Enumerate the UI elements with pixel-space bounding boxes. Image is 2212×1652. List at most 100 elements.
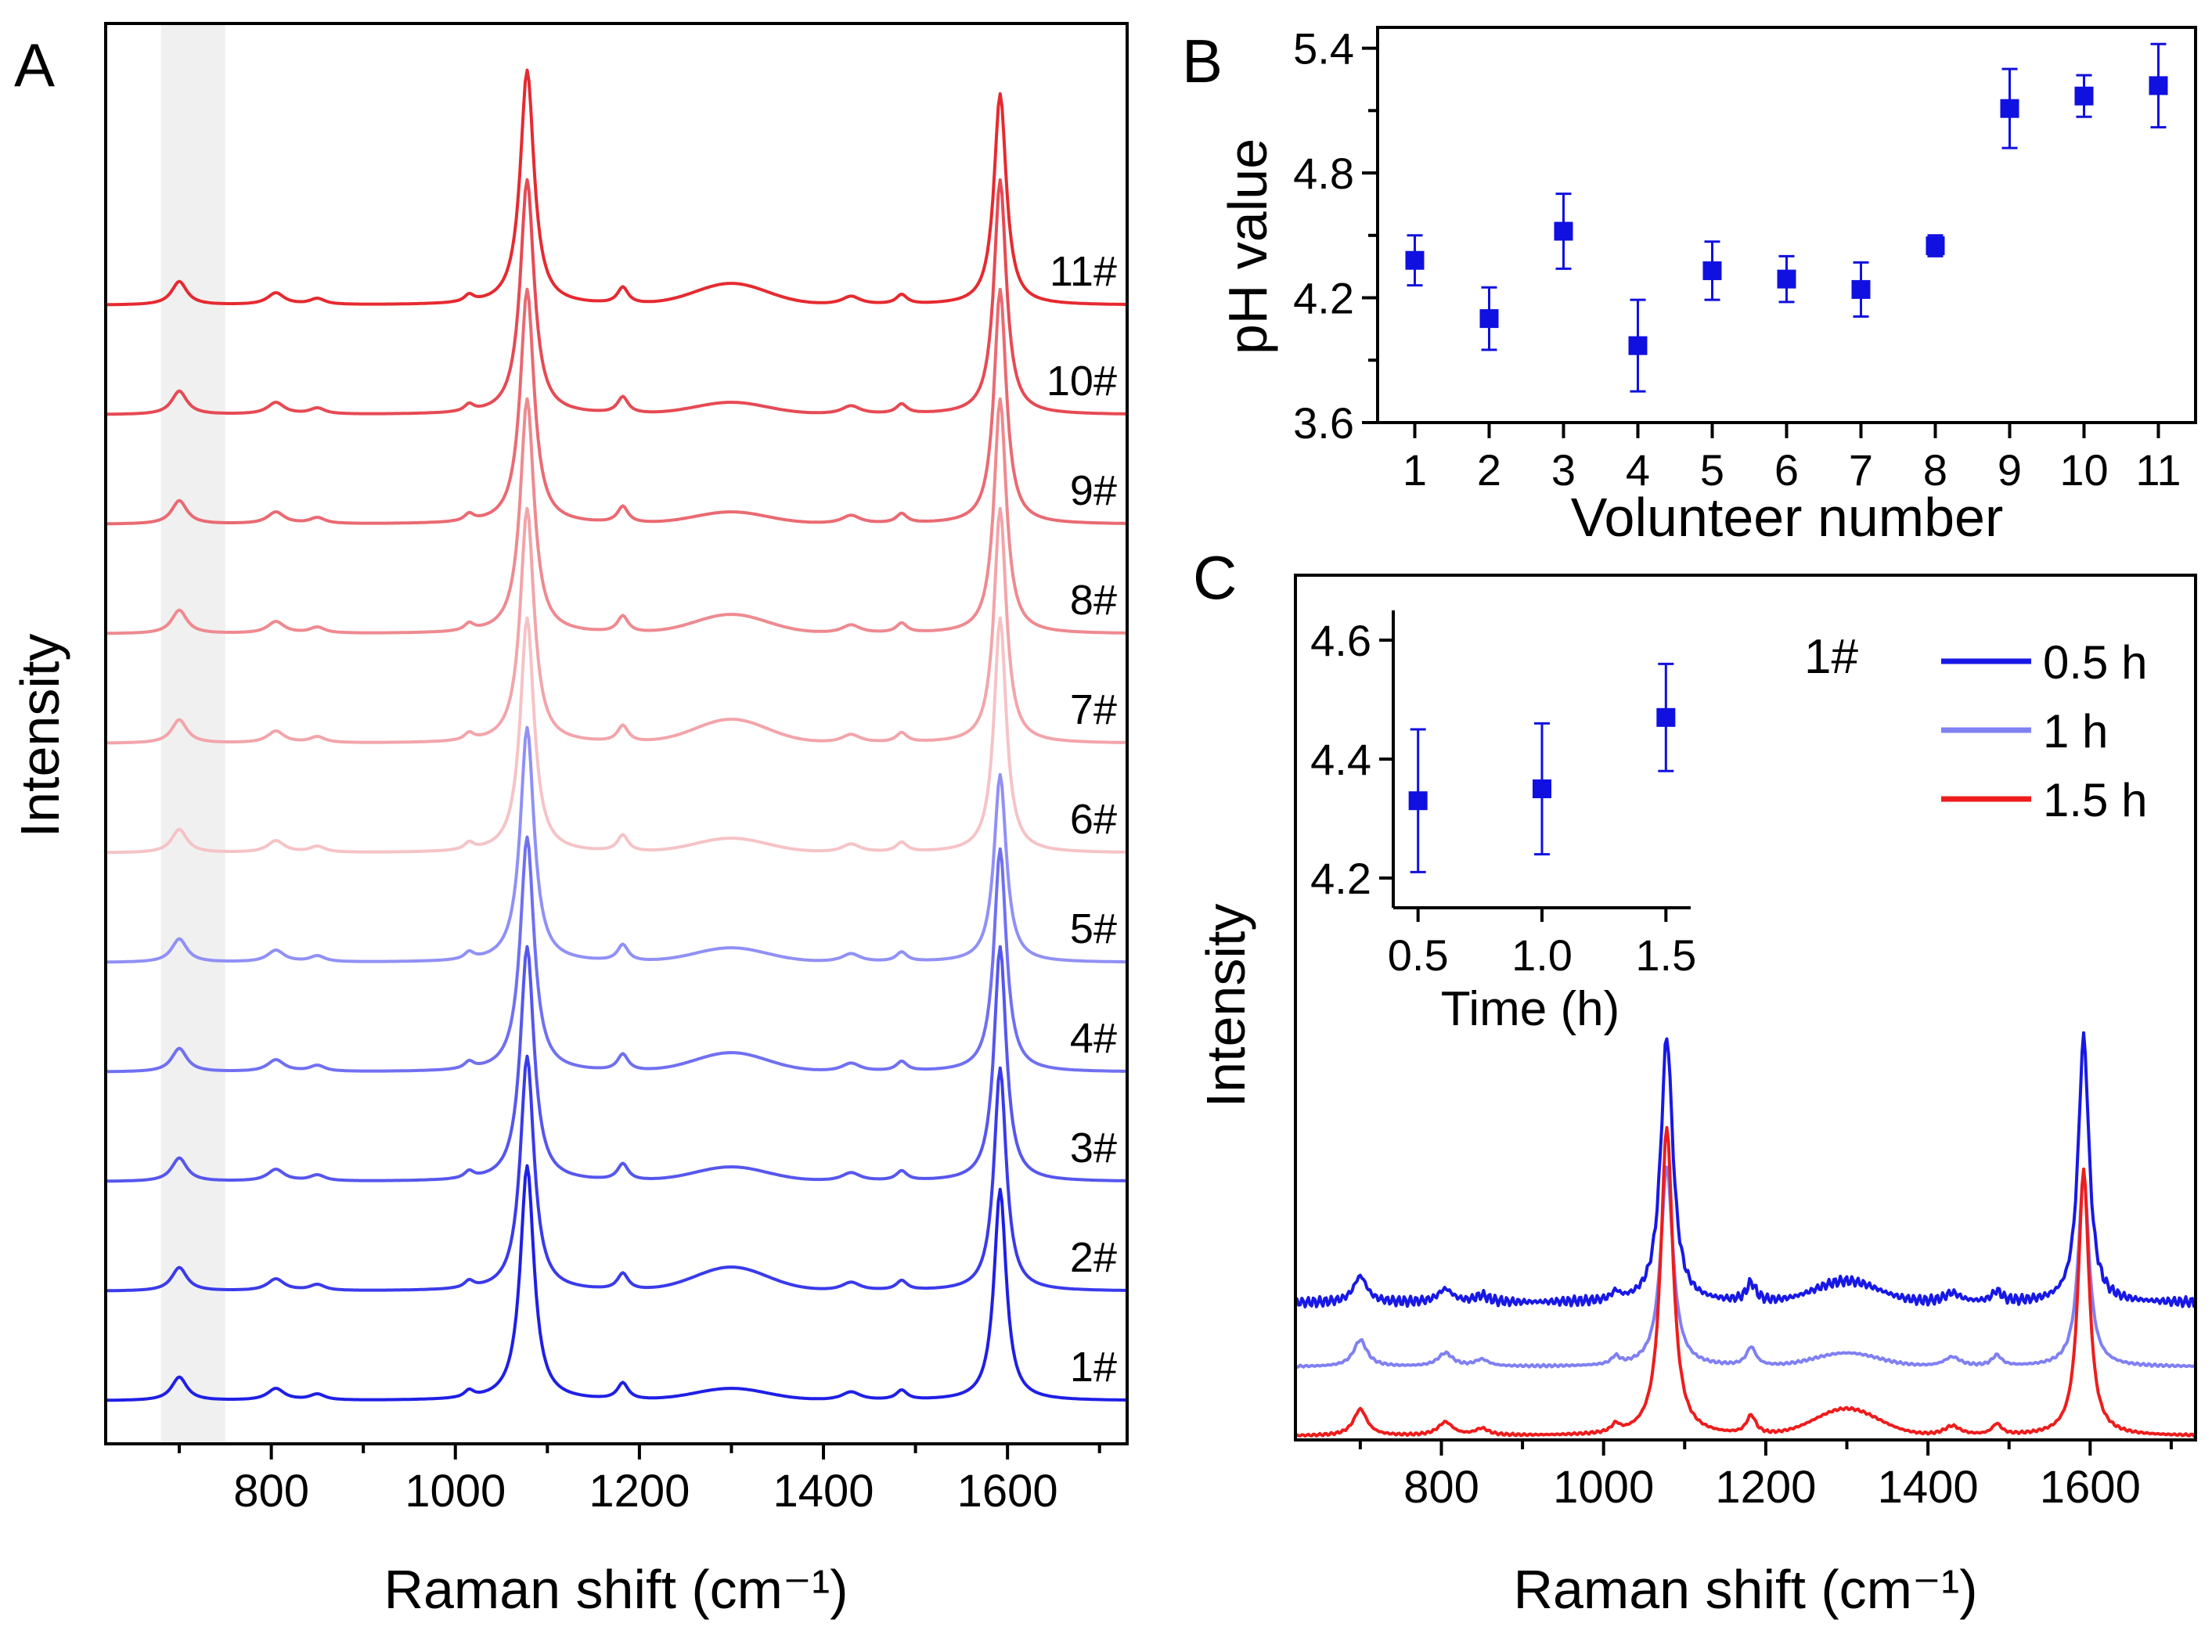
x-tick-label-c-1200: 1200 [1715, 1462, 1816, 1513]
spectra-group-c [1294, 1031, 2197, 1438]
x-tick-label-a-1600: 1600 [957, 1466, 1058, 1517]
data-point-b-10 [2074, 86, 2094, 106]
x-axis-label-b: Volunteer number [1571, 487, 2004, 548]
spectrum-label-7: 7# [1070, 686, 1117, 733]
spectrum-line-2 [106, 1054, 1128, 1293]
data-point-b-4 [1628, 336, 1648, 355]
legend-label-1: 1 h [2043, 705, 2108, 758]
x-tick-label-a-1200: 1200 [589, 1466, 690, 1517]
data-point-b-2 [1479, 309, 1499, 329]
spectrum-label-10: 10# [1047, 358, 1117, 405]
panel-label-c: C [1193, 543, 1237, 612]
spectrum-line-1 [106, 1164, 1127, 1402]
x-tick-label-b-6: 6 [1774, 445, 1799, 495]
x-axis-ticks-b: 1 2 3 4 5 6 7 8 9 10 11 [1403, 423, 2181, 495]
y-tick-label-b-2: 4.8 [1293, 149, 1354, 198]
spectrum-label-8: 8# [1070, 577, 1117, 624]
y-axis-label-b: pH value [1217, 139, 1278, 355]
spectrum-line-c-2 [1295, 1125, 2196, 1438]
x-tick-label-a-1000: 1000 [405, 1466, 506, 1517]
inset-plot: 4.2 4.4 4.6 0.5 1.0 1.5 Time (h) [1310, 610, 1696, 1036]
inset-x-tick-label-1: 1.0 [1511, 930, 1573, 980]
spectrum-label-11: 11# [1050, 248, 1117, 295]
inset-ticks: 4.2 4.4 4.6 0.5 1.0 1.5 [1310, 616, 1696, 980]
x-axis-label-a: Raman shift (cm⁻¹) [384, 1559, 848, 1620]
inset-data-point-0 [1408, 791, 1428, 811]
x-tick-label-b-3: 3 [1551, 445, 1576, 495]
x-axis-ticks-c: 800 1000 1200 1400 1600 [1358, 1440, 2173, 1513]
x-tick-label-b-9: 9 [1998, 445, 2022, 495]
panel-c: 800 1000 1200 1400 1600 Raman shift (cm⁻¹) I… [1195, 574, 2197, 1620]
x-tick-label-b-5: 5 [1700, 445, 1724, 495]
y-axis-label-c: Intensity [1195, 904, 1256, 1108]
data-point-b-6 [1777, 269, 1796, 289]
spectrum-label-6: 6# [1070, 796, 1117, 843]
x-tick-label-a-800: 800 [233, 1466, 309, 1517]
inset-data-point-1 [1533, 779, 1551, 798]
x-tick-label-b-7: 7 [1849, 445, 1873, 495]
x-tick-label-b-10: 10 [2059, 445, 2108, 495]
data-point-b-1 [1405, 250, 1425, 270]
spectrum-line-4 [106, 835, 1128, 1074]
spectrum-line-8 [106, 397, 1127, 635]
spectrum-line-6 [106, 616, 1127, 855]
x-tick-label-c-1000: 1000 [1553, 1462, 1654, 1513]
panel-label-b: B [1182, 27, 1223, 95]
inset-x-tick-label-2: 1.5 [1635, 930, 1696, 980]
inset-x-tick-label-0: 0.5 [1388, 930, 1449, 980]
inset-data-point-2 [1656, 707, 1676, 727]
legend-c: 0.5 h 1 h 1.5 h [1941, 636, 2147, 826]
ph-scatter-points [1405, 42, 2168, 393]
data-point-b-8 [1926, 236, 1945, 256]
spectrum-line-5 [106, 725, 1127, 964]
x-axis-ticks-a: 800 1000 1200 1400 1600 [178, 1444, 1101, 1517]
x-tick-label-c-1400: 1400 [1878, 1462, 1979, 1513]
spectrum-label-9: 9# [1070, 467, 1117, 514]
legend-label-2: 1.5 h [2043, 774, 2147, 826]
shaded-band [160, 23, 225, 1444]
plot-frame-a [104, 22, 1129, 1445]
spectrum-label-4: 4# [1070, 1015, 1117, 1062]
inset-scatter-points [1408, 662, 1676, 873]
x-tick-label-c-800: 800 [1403, 1462, 1479, 1513]
spectrum-line-3 [106, 945, 1127, 1183]
inset-y-tick-label-2: 4.6 [1310, 616, 1371, 665]
x-axis-label-c: Raman shift (cm⁻¹) [1513, 1559, 1977, 1620]
data-point-b-5 [1702, 261, 1722, 280]
spectrum-line-c-1 [1294, 1165, 2196, 1369]
y-tick-label-b-3: 5.4 [1293, 24, 1354, 74]
data-point-b-7 [1851, 279, 1871, 299]
x-tick-label-b-1: 1 [1403, 445, 1427, 495]
panel-b: 3.6 4.2 4.8 5.4 1 2 3 4 5 6 7 8 9 10 11 Volunteer num… [1217, 24, 2197, 548]
spectrum-line-7 [106, 506, 1127, 745]
x-tick-label-b-4: 4 [1626, 445, 1650, 495]
spectrum-labels-a: 1# 2# 3# 4# 5# 6# 7# 8# 9# 10# 11# [1047, 248, 1117, 1391]
x-tick-label-a-1400: 1400 [773, 1466, 874, 1517]
data-point-b-11 [2149, 76, 2168, 95]
spectrum-line-10 [106, 178, 1127, 416]
spectrum-line-9 [106, 287, 1127, 526]
x-tick-label-b-2: 2 [1477, 445, 1501, 495]
legend-label-0: 0.5 h [2043, 636, 2147, 689]
inset-y-tick-label-0: 4.2 [1310, 854, 1371, 903]
x-tick-label-b-8: 8 [1923, 445, 1947, 495]
plot-frame-c [1294, 574, 2197, 1441]
spectrum-line-c-0 [1294, 1031, 2197, 1308]
x-tick-label-c-1600: 1600 [2040, 1462, 2141, 1513]
plot-frame-b [1376, 26, 2197, 424]
x-tick-label-b-11: 11 [2135, 445, 2181, 495]
spectrum-label-3: 3# [1070, 1125, 1117, 1172]
spectrum-line-11 [106, 68, 1127, 307]
y-tick-label-b-1: 4.2 [1293, 274, 1354, 323]
inset-y-tick-label-1: 4.4 [1310, 735, 1371, 784]
y-axis-ticks-b: 3.6 4.2 4.8 5.4 [1293, 24, 1378, 448]
y-axis-label-a: Intensity [9, 634, 70, 838]
spectrum-label-5: 5# [1070, 905, 1117, 952]
data-point-b-9 [2000, 99, 2019, 118]
y-tick-label-b-0: 3.6 [1293, 398, 1354, 448]
spectra-group-a [106, 68, 1128, 1402]
spectrum-label-2: 2# [1070, 1234, 1117, 1281]
panel-label-a: A [14, 31, 55, 99]
inset-x-axis-label: Time (h) [1441, 982, 1619, 1036]
